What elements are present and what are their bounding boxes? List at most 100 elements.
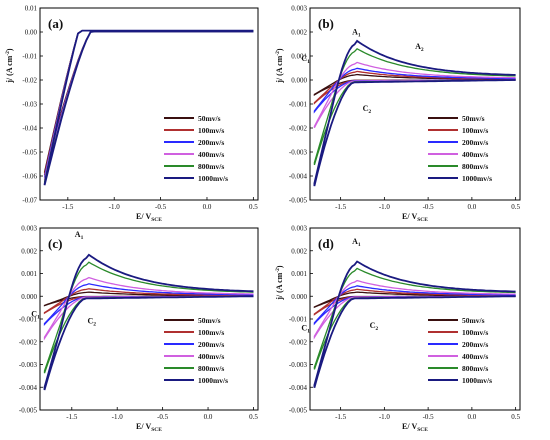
x-tick-label: 0.0 xyxy=(468,413,477,421)
x-tick-label: -1.0 xyxy=(379,413,391,421)
chart-panel-4: -1.5 -1.0 -0.5 0.0 0.5 0.003 0.002 0.001 0.000 -0… xyxy=(275,225,521,433)
y-tick-label: -0.005 xyxy=(19,407,38,415)
x-axis-label: E/ VSCE xyxy=(136,212,162,223)
series-line-1000mv-s xyxy=(43,253,254,391)
legend-label: 800mv/s xyxy=(198,364,224,373)
legend-label: 1000mv/s xyxy=(462,174,492,183)
y-tick-label: 0.001 xyxy=(291,270,307,278)
y-tick-label: -0.002 xyxy=(289,125,308,133)
chart-panel-2: -1.5 -1.0 -0.5 0.0 0.5 0.003 0.002 0.001 0.000 -0… xyxy=(275,5,521,223)
y-tick-label: -0.003 xyxy=(19,361,38,369)
x-tick-label: -0.5 xyxy=(155,203,167,211)
legend-label: 400mv/s xyxy=(198,352,224,361)
x-tick-label: -0.5 xyxy=(423,203,435,211)
legend-label: 50mv/s xyxy=(462,114,485,123)
legend-label: 200mv/s xyxy=(462,138,488,147)
chart-panel-3: -1.5 -1.0 -0.5 0.0 0.5 0.003 0.002 0.001 0.000 -0… xyxy=(19,225,259,433)
series-line-1000mv-s xyxy=(313,260,516,388)
y-tick-label: 0.002 xyxy=(291,247,307,255)
peak-annotation: C2 xyxy=(370,321,379,332)
y-tick-label: 0.003 xyxy=(291,225,307,233)
y-tick-label: -0.06 xyxy=(22,173,37,181)
x-tick-label: -0.5 xyxy=(423,413,435,421)
x-tick-label: 0.5 xyxy=(511,413,520,421)
legend-label: 50mv/s xyxy=(462,316,485,325)
series-group xyxy=(43,253,254,391)
series-line-1000mv-s xyxy=(43,29,254,186)
x-tick-label: -1.0 xyxy=(379,203,391,211)
legend-label: 200mv/s xyxy=(198,138,224,147)
y-axis-label: j/ (A cm-2) xyxy=(275,48,284,84)
y-tick-label: -0.03 xyxy=(22,101,37,109)
x-tick-label: -0.5 xyxy=(157,413,169,421)
legend-label: 1000mv/s xyxy=(198,174,228,183)
panel-label: (c) xyxy=(48,236,62,251)
y-tick-label: -0.02 xyxy=(22,77,37,85)
y-tick-label: -0.003 xyxy=(289,361,308,369)
y-tick-label: -0.004 xyxy=(19,384,38,392)
series-line-800mv-s xyxy=(43,29,254,183)
series-group xyxy=(43,29,254,186)
legend-label: 800mv/s xyxy=(198,162,224,171)
panel-label: (b) xyxy=(318,16,334,31)
y-tick-label: -0.005 xyxy=(289,407,308,415)
x-axis-label: E/ VSCE xyxy=(136,422,162,433)
chart-panel-1: -1.5 -1.0 -0.5 0.0 0.5 0.01 0.00 -0.01 -0.02 -0.0… xyxy=(5,5,259,223)
x-axis-label: E/ VSCE xyxy=(402,422,428,433)
peak-annotation: A1 xyxy=(352,27,361,38)
plot-frame xyxy=(309,7,521,201)
legend-label: 400mv/s xyxy=(462,352,488,361)
series-line-400mv-s xyxy=(313,61,516,129)
x-tick-label: -1.0 xyxy=(112,413,124,421)
y-tick-label: -0.01 xyxy=(22,53,37,61)
peak-annotation: C1 xyxy=(301,54,310,65)
peak-annotation: A2 xyxy=(415,42,424,53)
y-tick-label: -0.004 xyxy=(289,173,308,181)
legend-label: 200mv/s xyxy=(462,340,488,349)
legend-label: 50mv/s xyxy=(198,316,221,325)
x-tick-label: 0.5 xyxy=(511,203,520,211)
y-tick-label: 0.000 xyxy=(291,77,307,85)
y-tick-label: -0.002 xyxy=(19,338,38,346)
series-group xyxy=(313,260,516,388)
series-group xyxy=(313,39,516,187)
y-tick-label: -0.001 xyxy=(289,316,308,324)
x-tick-label: -1.5 xyxy=(335,413,347,421)
y-tick-label: 0.002 xyxy=(291,29,307,37)
x-tick-label: -1.5 xyxy=(62,203,74,211)
y-tick-label: 0.001 xyxy=(21,270,37,278)
legend-label: 100mv/s xyxy=(462,328,488,337)
y-axis-label: j/ (A cm-2) xyxy=(5,48,14,84)
y-tick-label: 0.00 xyxy=(25,29,38,37)
peak-annotation: A1 xyxy=(352,237,361,248)
peak-annotation: C1 xyxy=(31,310,40,321)
peak-annotation: A1 xyxy=(75,230,84,241)
x-tick-label: 0.0 xyxy=(204,413,213,421)
x-tick-label: 0.5 xyxy=(249,413,258,421)
legend-label: 1000mv/s xyxy=(462,376,492,385)
plot-frame xyxy=(39,7,259,201)
x-tick-label: 0.0 xyxy=(468,203,477,211)
y-tick-label: 0.003 xyxy=(21,225,37,233)
y-tick-label: -0.05 xyxy=(22,149,37,157)
panel-label: (a) xyxy=(48,16,63,31)
y-tick-label: 0.003 xyxy=(291,5,307,13)
y-tick-label: -0.04 xyxy=(22,125,37,133)
x-tick-label: -1.0 xyxy=(109,203,121,211)
y-tick-label: -0.002 xyxy=(289,338,308,346)
x-tick-label: 0.0 xyxy=(203,203,212,211)
y-axis-label: j/ (A cm-2) xyxy=(275,265,284,301)
peak-annotation: C2 xyxy=(88,317,97,328)
x-tick-label: 0.5 xyxy=(249,203,258,211)
legend-label: 100mv/s xyxy=(198,126,224,135)
legend-label: 100mv/s xyxy=(462,126,488,135)
legend-label: 1000mv/s xyxy=(198,376,228,385)
legend-label: 800mv/s xyxy=(462,162,488,171)
y-tick-label: 0.01 xyxy=(25,5,38,13)
y-tick-label: 0.000 xyxy=(21,293,37,301)
legend-label: 400mv/s xyxy=(198,150,224,159)
y-tick-label: 0.002 xyxy=(21,247,37,255)
y-tick-label: 0.001 xyxy=(291,53,307,61)
legend-label: 800mv/s xyxy=(462,364,488,373)
